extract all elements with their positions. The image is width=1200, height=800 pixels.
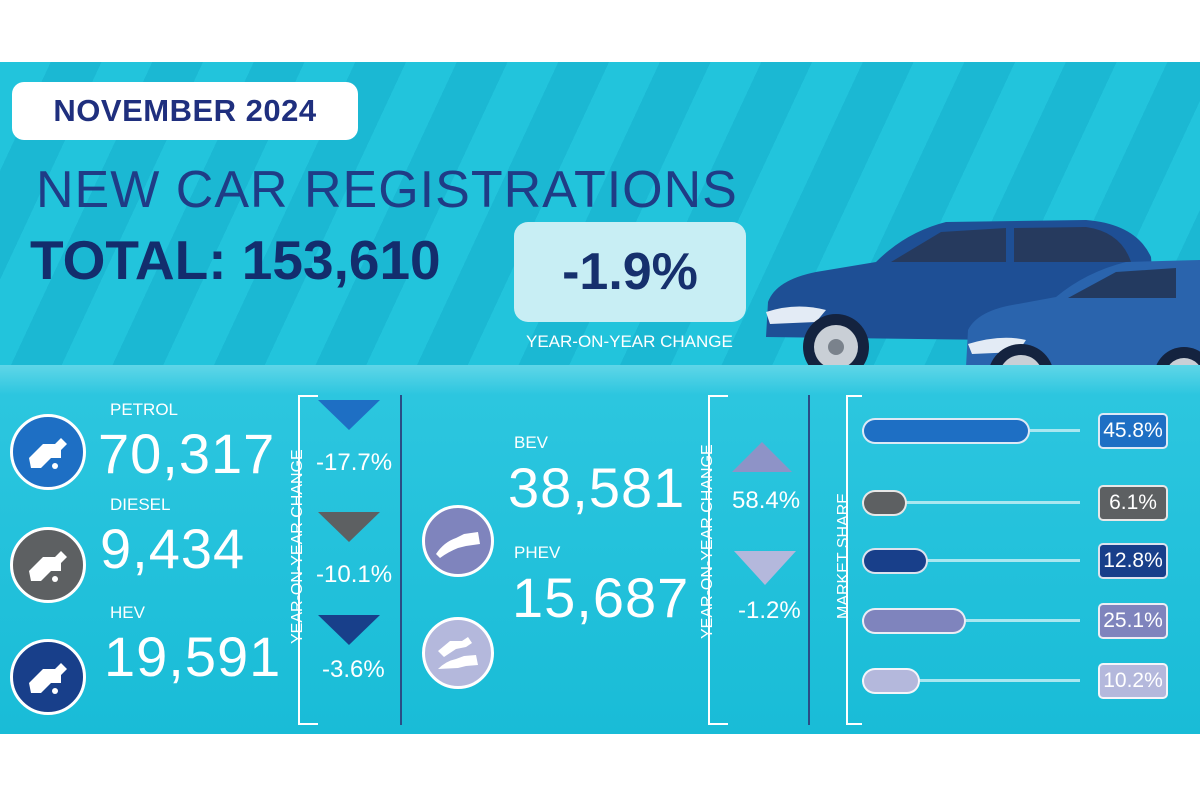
market-share-chart: 45.8% 6.1% 12.8% 25.1% 10.2% bbox=[0, 365, 1200, 734]
market-share-bracket bbox=[846, 395, 862, 725]
plug-and-pump-icon bbox=[438, 637, 478, 669]
phev-label: PHEV bbox=[514, 543, 561, 562]
page-title: NEW CAR REGISTRATIONS bbox=[36, 161, 738, 219]
hev-icon-circle bbox=[10, 639, 86, 715]
phev-value: 15,687 bbox=[512, 566, 690, 629]
phev-market-share-bar bbox=[862, 668, 920, 694]
phev-market-share-value: 10.2% bbox=[1098, 663, 1168, 699]
bev-up-arrow-icon bbox=[732, 442, 792, 472]
hev-yoy-change: -3.6% bbox=[322, 656, 385, 683]
bev-market-share-value: 25.1% bbox=[1098, 603, 1168, 639]
diesel-down-arrow-icon bbox=[318, 512, 380, 542]
yoy-change-box: -1.9% bbox=[514, 222, 746, 322]
month-badge: NOVEMBER 2024 bbox=[12, 82, 358, 140]
petrol-value: 70,317 bbox=[98, 422, 276, 485]
diesel-market-share-bar bbox=[862, 490, 907, 516]
bev-market-share-bar bbox=[862, 608, 966, 634]
bev-yoy-change: 58.4% bbox=[732, 487, 801, 514]
diesel-icon-circle bbox=[10, 527, 86, 603]
yoy-change-value: -1.9% bbox=[562, 243, 698, 301]
diesel-market-share-value: 6.1% bbox=[1098, 485, 1168, 521]
yoy-change-label: YEAR-ON-YEAR CHANGE bbox=[526, 332, 733, 351]
ev-plug-icon bbox=[436, 532, 480, 558]
diesel-value: 9,434 bbox=[100, 517, 246, 580]
phev-down-arrow-icon bbox=[734, 551, 796, 585]
petrol-down-arrow-icon bbox=[318, 400, 380, 430]
total-registrations: TOTAL: 153,610 bbox=[30, 229, 441, 291]
petrol-yoy-change: -17.7% bbox=[316, 449, 393, 476]
yoy-bracket-right bbox=[708, 395, 728, 725]
hev-value: 19,591 bbox=[104, 625, 282, 688]
diesel-market-share-track bbox=[862, 501, 1080, 504]
fuel-pump-icon bbox=[29, 438, 67, 469]
phev-icon-circle bbox=[422, 617, 494, 689]
phev-market-share-track bbox=[862, 679, 1080, 682]
hev-down-arrow-icon bbox=[318, 615, 380, 645]
bev-icon-circle bbox=[422, 505, 494, 577]
petrol-label: PETROL bbox=[110, 400, 179, 419]
section-divider-1 bbox=[400, 395, 402, 725]
section-divider-2 bbox=[808, 395, 810, 725]
infographic-panel: NOVEMBER 2024 NEW CAR REGISTRATIONS TOTA… bbox=[0, 62, 1200, 734]
header-section: NOVEMBER 2024 NEW CAR REGISTRATIONS TOTA… bbox=[0, 62, 1200, 392]
bev-market-share-track bbox=[862, 619, 1080, 622]
hev-market-share-value: 12.8% bbox=[1098, 543, 1168, 579]
hev-market-share-bar bbox=[862, 548, 928, 574]
bev-value: 38,581 bbox=[508, 456, 686, 519]
petrol-icon-circle bbox=[10, 414, 86, 490]
fuel-breakdown-section: PETROL 70,317 DIESEL 9,434 HEV 19,591 YE… bbox=[0, 365, 1200, 734]
petrol-market-share-bar bbox=[862, 418, 1030, 444]
hev-label: HEV bbox=[110, 603, 145, 622]
cars-illustration bbox=[766, 220, 1200, 392]
petrol-market-share-value: 45.8% bbox=[1098, 413, 1168, 449]
fuel-pump-icon bbox=[29, 551, 67, 582]
diesel-label: DIESEL bbox=[110, 495, 171, 514]
phev-yoy-change: -1.2% bbox=[738, 597, 801, 624]
hev-market-share-track bbox=[862, 559, 1080, 562]
fuel-pump-icon bbox=[29, 663, 67, 694]
yoy-bracket-left bbox=[298, 395, 318, 725]
bev-label: BEV bbox=[514, 433, 549, 452]
diesel-yoy-change: -10.1% bbox=[316, 561, 393, 588]
